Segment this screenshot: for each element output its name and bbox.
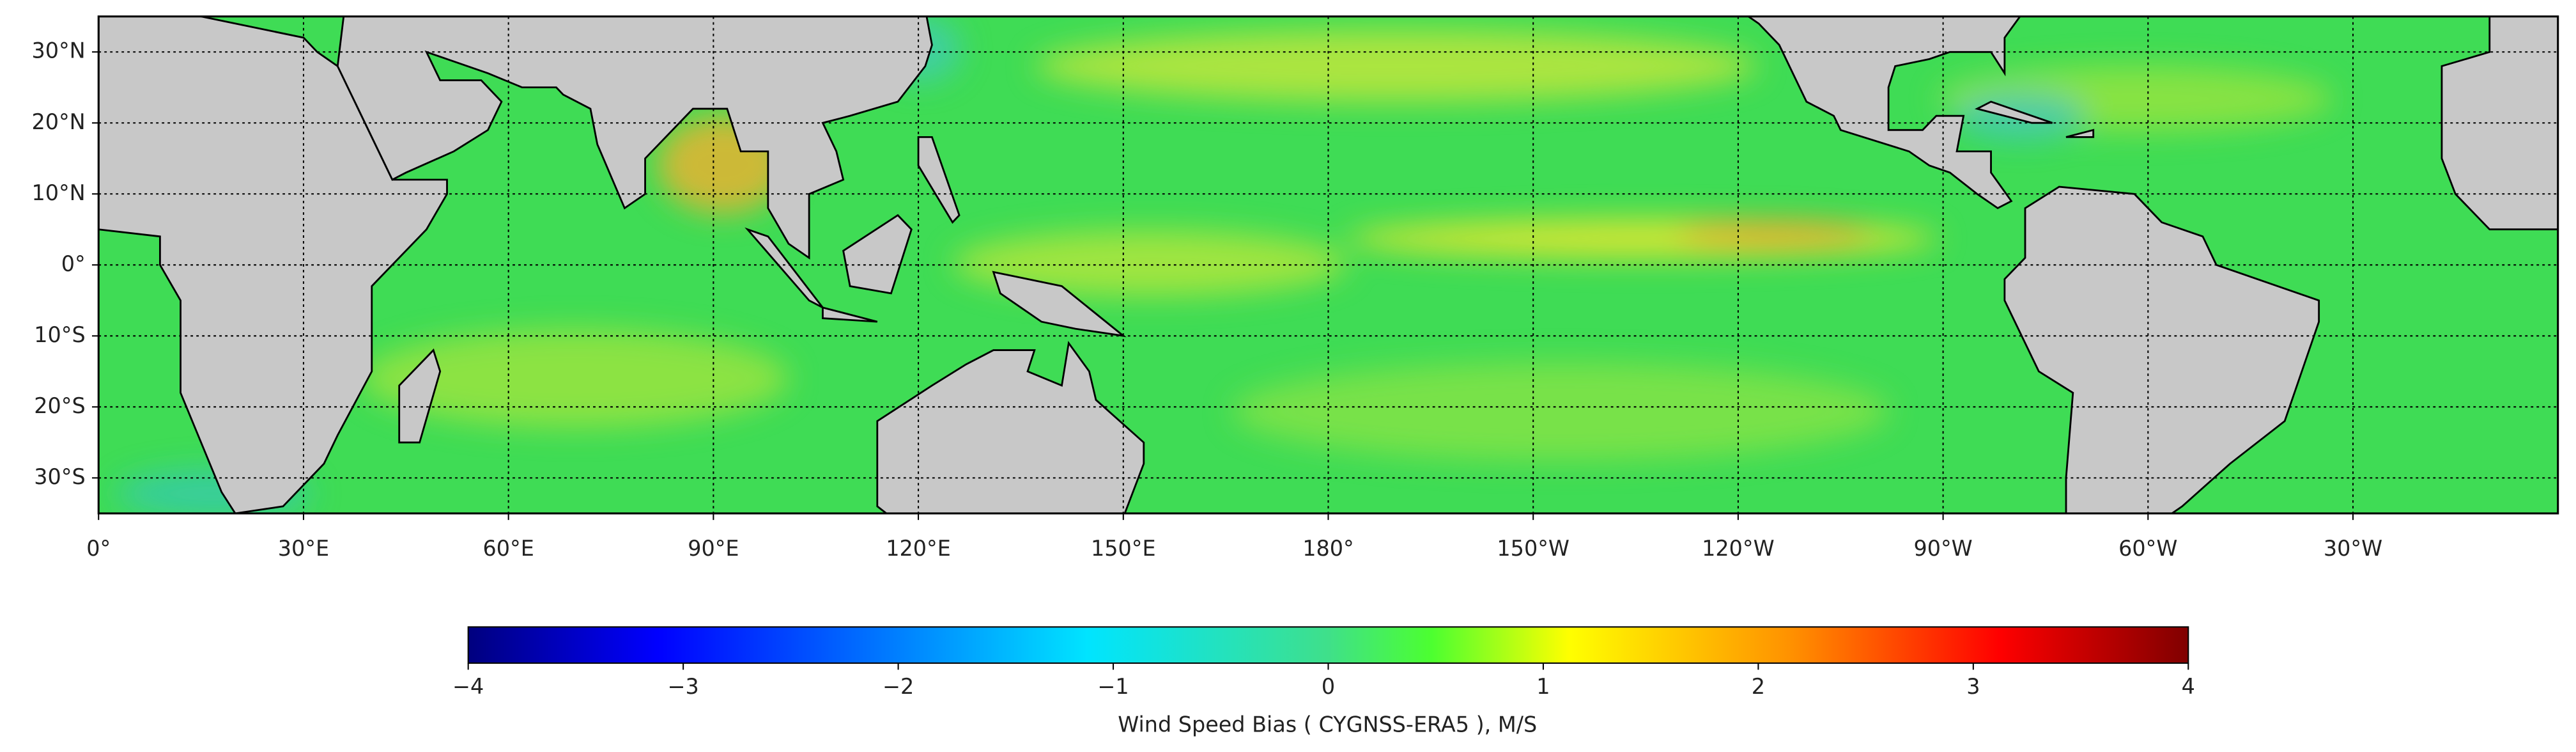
lat-tick-label: 10°S <box>34 322 85 347</box>
colorbar-tick-label: 1 <box>1536 674 1550 699</box>
landmass <box>2441 16 2558 231</box>
colorbar-tick-label: −1 <box>1097 674 1129 699</box>
landmass <box>2003 185 2320 513</box>
colorbar-tick-label: −3 <box>667 674 698 699</box>
colorbar-label: Wind Speed Bias ( CYGNSS-ERA5 ), M/S <box>1118 712 1537 737</box>
colorbar-tick-label: −2 <box>883 674 914 699</box>
lon-tick-label: 120°W <box>1702 536 1775 561</box>
landmass <box>336 16 933 260</box>
landmass <box>822 306 878 323</box>
landmass <box>842 214 913 295</box>
colorbar-tick-label: 0 <box>1322 674 1335 699</box>
lat-tick-label: 10°N <box>31 180 85 205</box>
grid <box>98 16 2558 513</box>
lon-tick-label: 0° <box>86 536 111 561</box>
lon-tick-label: 150°E <box>1091 536 1156 561</box>
lon-tick-label: 90°W <box>1913 536 1972 561</box>
colorbar-tick-label: 4 <box>2182 674 2195 699</box>
axes: 0° 30°E 60°E 90°E 120°E 150°E 180° 150°W 120°W 90… <box>31 38 2382 561</box>
lon-tick-label: 30°W <box>2324 536 2382 561</box>
colorbar-tick-label: −4 <box>452 674 484 699</box>
colorbar-tick-label: 3 <box>1966 674 1980 699</box>
colorbar-tick-label: 2 <box>1752 674 1765 699</box>
lon-tick-label: 60°E <box>482 536 534 561</box>
landmass <box>876 340 1145 513</box>
lat-tick-label: 30°N <box>31 38 85 63</box>
lat-tick-label: 20°S <box>34 393 85 418</box>
lat-tick-label: 0° <box>61 251 86 276</box>
lat-tick-label: 30°S <box>34 464 85 489</box>
lon-tick-label: 120°E <box>886 536 951 561</box>
lon-tick-label: 90°E <box>688 536 739 561</box>
bias-field <box>115 16 2333 513</box>
colorbar <box>467 626 2189 664</box>
map <box>98 16 2558 513</box>
lon-tick-label: 60°W <box>2118 536 2177 561</box>
landmass <box>398 348 442 444</box>
lon-tick-label: 30°E <box>278 536 329 561</box>
lat-tick-label: 20°N <box>31 109 85 134</box>
landmass <box>2065 129 2095 138</box>
lon-tick-label: 150°W <box>1497 536 1570 561</box>
lon-tick-label: 180° <box>1302 536 1354 561</box>
landmass <box>992 270 1127 338</box>
landmass <box>1974 100 2053 124</box>
